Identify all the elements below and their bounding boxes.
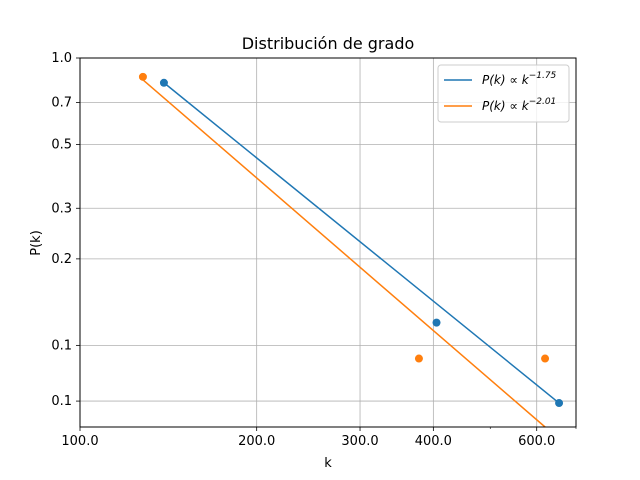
axis-ticks: 100.0 200.0 300.0 400.0 600.0 1.0 0.7 0.5 0.3 0.2… [51,51,577,449]
data-point [555,399,564,408]
y-tick-label: 1.0 [51,51,72,66]
legend-label: P(k) ∝ k−2.01 [482,97,556,113]
y-tick-label: 0.7 [51,96,72,111]
legend-label: P(k) ∝ k−1.75 [482,71,557,87]
fit-line-series-1 [163,82,560,404]
data-point [159,78,168,87]
plot-series [138,72,564,428]
data-point [432,318,441,327]
series-2 [138,72,550,428]
fit-line-series-2 [142,79,546,428]
y-tick-label: 0.1 [51,338,72,353]
data-point [138,72,147,81]
series-1 [159,78,564,408]
y-axis-label: P(k) [29,230,44,256]
chart-title: Distribución de grado [242,34,415,53]
data-point [541,354,550,363]
x-axis-label: k [324,456,332,471]
y-tick-label: 0.5 [51,138,72,153]
x-tick-label: 600.0 [518,434,555,449]
y-tick-label: 0.1 [51,394,72,409]
x-tick-label: 300.0 [341,434,378,449]
x-tick-label: 100.0 [61,434,98,449]
y-tick-label: 0.2 [51,252,72,267]
x-tick-label: 400.0 [415,434,452,449]
plot-frame [79,57,577,428]
legend: P(k) ∝ k−1.75 P(k) ∝ k−2.01 [437,64,570,123]
y-tick-label: 0.3 [51,201,72,216]
x-tick-label: 200.0 [238,434,275,449]
data-point [414,354,423,363]
